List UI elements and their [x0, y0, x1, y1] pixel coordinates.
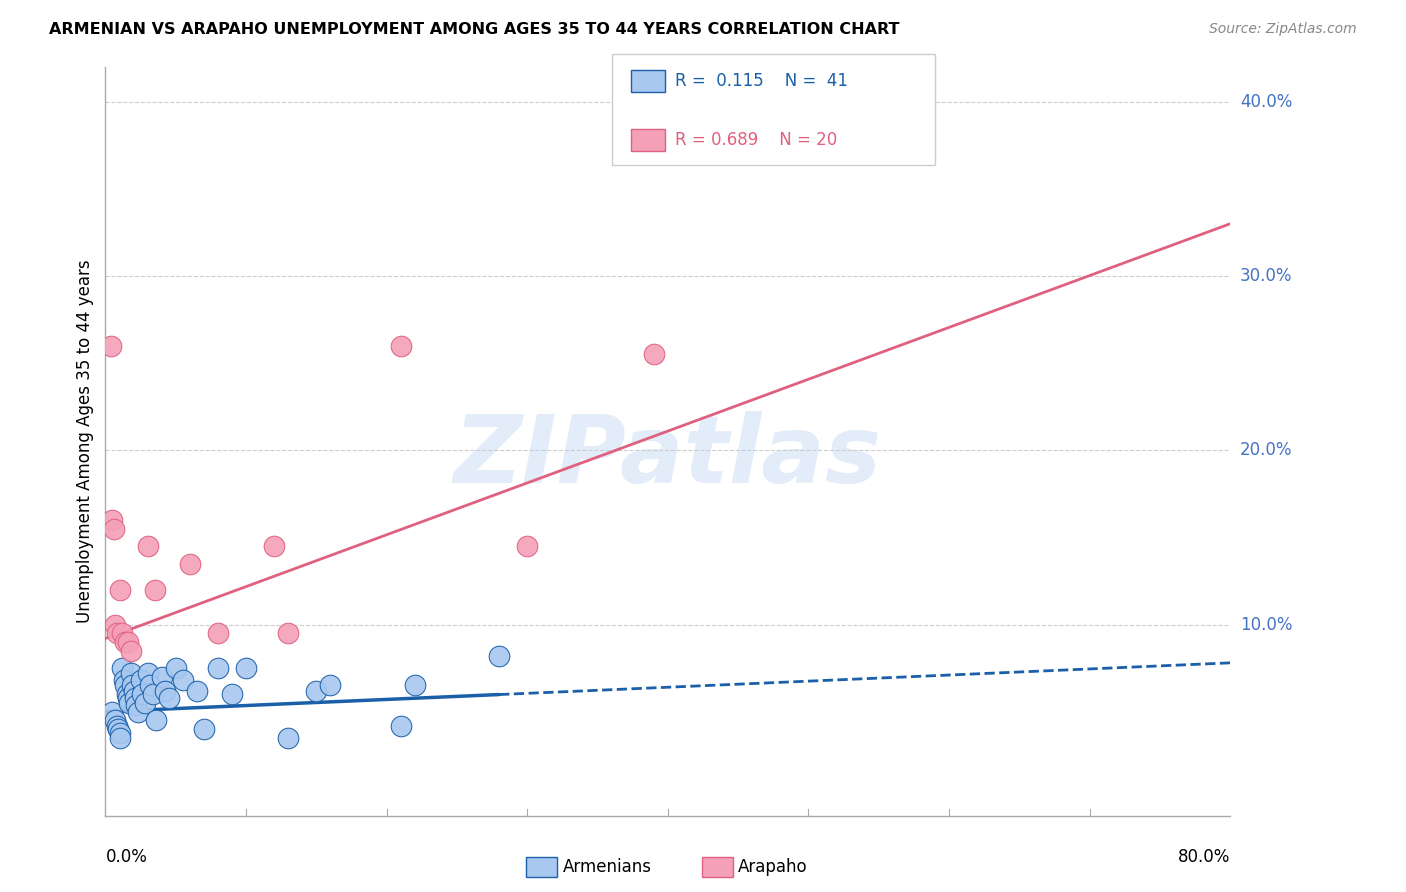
Point	[165, 661, 187, 675]
Text: 20.0%: 20.0%	[1240, 442, 1292, 459]
Point	[108, 725, 131, 739]
Text: Arapaho: Arapaho	[738, 858, 808, 876]
Point	[404, 678, 426, 692]
Point	[101, 705, 124, 719]
Point	[277, 731, 299, 745]
Point	[100, 339, 122, 353]
Point	[124, 690, 146, 705]
Point	[179, 557, 201, 571]
Point	[108, 582, 131, 597]
Point	[319, 678, 342, 692]
Text: ARMENIAN VS ARAPAHO UNEMPLOYMENT AMONG AGES 35 TO 44 YEARS CORRELATION CHART: ARMENIAN VS ARAPAHO UNEMPLOYMENT AMONG A…	[49, 22, 900, 37]
Point	[104, 714, 127, 728]
Point	[127, 705, 149, 719]
Text: 40.0%: 40.0%	[1240, 93, 1292, 111]
Point	[150, 670, 173, 684]
Point	[108, 731, 131, 745]
Point	[118, 696, 141, 710]
Point	[104, 617, 127, 632]
Text: 0.0%: 0.0%	[105, 847, 148, 865]
Point	[305, 683, 328, 698]
Text: 10.0%: 10.0%	[1240, 615, 1292, 633]
Point	[207, 661, 229, 675]
Point	[157, 690, 180, 705]
Point	[221, 687, 243, 701]
Point	[277, 626, 299, 640]
Point	[643, 347, 665, 361]
Point	[389, 718, 412, 732]
Point	[136, 666, 159, 681]
Point	[142, 687, 165, 701]
Point	[111, 626, 134, 640]
Point	[120, 666, 142, 681]
Point	[115, 687, 138, 701]
Point	[112, 673, 135, 688]
Point	[516, 539, 538, 553]
Point	[101, 513, 124, 527]
Text: Source: ZipAtlas.com: Source: ZipAtlas.com	[1209, 22, 1357, 37]
Point	[131, 687, 153, 701]
Point	[120, 643, 142, 657]
Y-axis label: Unemployment Among Ages 35 to 44 years: Unemployment Among Ages 35 to 44 years	[76, 260, 94, 624]
Point	[172, 673, 194, 688]
Point	[193, 722, 215, 736]
Text: R =  0.115    N =  41: R = 0.115 N = 41	[675, 72, 848, 90]
Text: Armenians: Armenians	[562, 858, 651, 876]
Text: ZIPatlas: ZIPatlas	[454, 410, 882, 502]
Point	[139, 678, 162, 692]
Point	[153, 683, 176, 698]
Text: R = 0.689    N = 20: R = 0.689 N = 20	[675, 131, 837, 149]
Point	[685, 138, 707, 153]
Point	[186, 683, 208, 698]
Text: 30.0%: 30.0%	[1240, 267, 1292, 285]
Point	[121, 678, 143, 692]
Point	[134, 696, 156, 710]
Point	[145, 714, 167, 728]
Text: 80.0%: 80.0%	[1178, 847, 1230, 865]
Point	[117, 690, 139, 705]
Point	[107, 722, 129, 736]
Point	[389, 339, 412, 353]
Point	[207, 626, 229, 640]
Point	[111, 661, 134, 675]
Point	[235, 661, 257, 675]
Point	[117, 635, 139, 649]
Point	[263, 539, 285, 553]
Point	[105, 718, 128, 732]
Point	[114, 678, 136, 692]
Point	[125, 698, 148, 712]
Point	[129, 673, 152, 688]
Point	[136, 539, 159, 553]
Point	[488, 648, 510, 663]
Point	[105, 626, 128, 640]
Point	[122, 683, 145, 698]
Point	[114, 635, 136, 649]
Point	[143, 582, 166, 597]
Point	[103, 522, 125, 536]
